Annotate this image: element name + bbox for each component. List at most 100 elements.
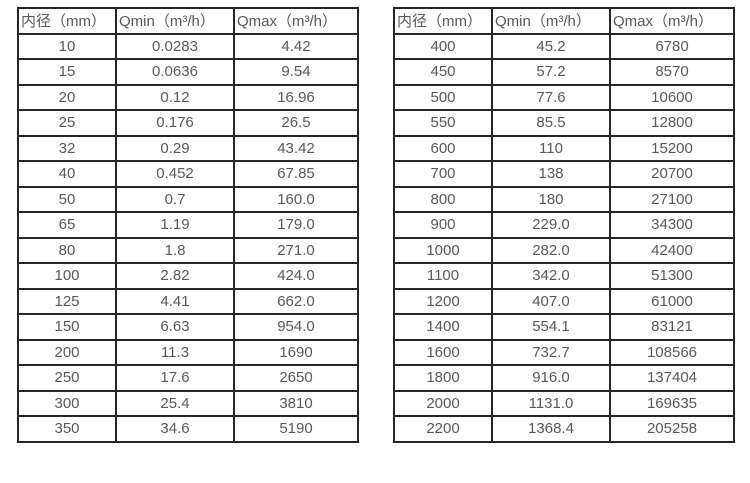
cell-qmax: 51300 bbox=[609, 262, 735, 290]
cell-qmax: 137404 bbox=[609, 364, 735, 392]
table-row: 2200 1368.4 205258 bbox=[393, 415, 735, 443]
header-row: 内径（mm） Qmin（m³/h） Qmax（m³/h） bbox=[393, 7, 735, 35]
cell-qmax: 15200 bbox=[609, 134, 735, 162]
cell-diameter: 700 bbox=[393, 160, 493, 188]
col-header-qmax: Qmax（m³/h） bbox=[609, 7, 735, 35]
col-header-qmin: Qmin（m³/h） bbox=[115, 7, 235, 35]
table-row: 700 138 20700 bbox=[393, 160, 735, 188]
table-row: 40 0.452 67.85 bbox=[17, 160, 359, 188]
cell-qmin: 6.63 bbox=[115, 313, 235, 341]
cell-qmin: 407.0 bbox=[491, 287, 611, 315]
cell-qmax: 4.42 bbox=[233, 32, 359, 60]
cell-qmin: 25.4 bbox=[115, 389, 235, 417]
cell-diameter: 32 bbox=[17, 134, 117, 162]
cell-diameter: 350 bbox=[17, 415, 117, 443]
cell-qmin: 77.6 bbox=[491, 83, 611, 111]
col-header-qmax: Qmax（m³/h） bbox=[233, 7, 359, 35]
cell-qmax: 67.85 bbox=[233, 160, 359, 188]
cell-qmax: 61000 bbox=[609, 287, 735, 315]
cell-diameter: 15 bbox=[17, 58, 117, 86]
cell-diameter: 450 bbox=[393, 58, 493, 86]
table-row: 500 77.6 10600 bbox=[393, 83, 735, 111]
cell-diameter: 1400 bbox=[393, 313, 493, 341]
col-header-diameter: 内径（mm） bbox=[393, 7, 493, 35]
table-row: 125 4.41 662.0 bbox=[17, 287, 359, 315]
cell-qmin: 1368.4 bbox=[491, 415, 611, 443]
cell-qmin: 0.176 bbox=[115, 109, 235, 137]
cell-diameter: 900 bbox=[393, 211, 493, 239]
table-body: 400 45.2 6780 450 57.2 8570 500 77.6 10600 550 85.… bbox=[393, 32, 735, 443]
cell-qmin: 45.2 bbox=[491, 32, 611, 60]
cell-qmin: 0.0283 bbox=[115, 32, 235, 60]
cell-qmax: 9.54 bbox=[233, 58, 359, 86]
table-row: 1800 916.0 137404 bbox=[393, 364, 735, 392]
table-row: 10 0.0283 4.42 bbox=[17, 32, 359, 60]
cell-diameter: 20 bbox=[17, 83, 117, 111]
cell-diameter: 800 bbox=[393, 185, 493, 213]
cell-qmin: 732.7 bbox=[491, 338, 611, 366]
table-row: 150 6.63 954.0 bbox=[17, 313, 359, 341]
cell-diameter: 1600 bbox=[393, 338, 493, 366]
cell-qmax: 42400 bbox=[609, 236, 735, 264]
cell-qmax: 205258 bbox=[609, 415, 735, 443]
cell-diameter: 550 bbox=[393, 109, 493, 137]
table-row: 65 1.19 179.0 bbox=[17, 211, 359, 239]
cell-qmax: 8570 bbox=[609, 58, 735, 86]
cell-diameter: 1200 bbox=[393, 287, 493, 315]
cell-qmin: 0.12 bbox=[115, 83, 235, 111]
col-header-qmin: Qmin（m³/h） bbox=[491, 7, 611, 35]
cell-qmax: 43.42 bbox=[233, 134, 359, 162]
table-row: 600 110 15200 bbox=[393, 134, 735, 162]
table-row: 800 180 27100 bbox=[393, 185, 735, 213]
cell-qmin: 57.2 bbox=[491, 58, 611, 86]
cell-diameter: 2200 bbox=[393, 415, 493, 443]
cell-qmin: 34.6 bbox=[115, 415, 235, 443]
cell-qmax: 20700 bbox=[609, 160, 735, 188]
header-row: 内径（mm） Qmin（m³/h） Qmax（m³/h） bbox=[17, 7, 359, 35]
cell-diameter: 400 bbox=[393, 32, 493, 60]
cell-diameter: 250 bbox=[17, 364, 117, 392]
cell-qmax: 26.5 bbox=[233, 109, 359, 137]
cell-qmin: 1131.0 bbox=[491, 389, 611, 417]
cell-qmax: 954.0 bbox=[233, 313, 359, 341]
cell-qmax: 10600 bbox=[609, 83, 735, 111]
cell-diameter: 300 bbox=[17, 389, 117, 417]
cell-diameter: 65 bbox=[17, 211, 117, 239]
table-row: 550 85.5 12800 bbox=[393, 109, 735, 137]
cell-diameter: 125 bbox=[17, 287, 117, 315]
flow-spec-tables: 内径（mm） Qmin（m³/h） Qmax（m³/h） 10 0.0283 4.4… bbox=[17, 7, 735, 443]
cell-qmax: 179.0 bbox=[233, 211, 359, 239]
table-row: 900 229.0 34300 bbox=[393, 211, 735, 239]
table-row: 350 34.6 5190 bbox=[17, 415, 359, 443]
cell-qmax: 12800 bbox=[609, 109, 735, 137]
cell-diameter: 2000 bbox=[393, 389, 493, 417]
cell-qmin: 110 bbox=[491, 134, 611, 162]
cell-qmin: 342.0 bbox=[491, 262, 611, 290]
cell-qmin: 85.5 bbox=[491, 109, 611, 137]
cell-qmax: 2650 bbox=[233, 364, 359, 392]
table-row: 400 45.2 6780 bbox=[393, 32, 735, 60]
cell-qmin: 1.8 bbox=[115, 236, 235, 264]
cell-qmax: 27100 bbox=[609, 185, 735, 213]
table-row: 1000 282.0 42400 bbox=[393, 236, 735, 264]
table-row: 200 11.3 1690 bbox=[17, 338, 359, 366]
cell-qmin: 229.0 bbox=[491, 211, 611, 239]
cell-qmax: 6780 bbox=[609, 32, 735, 60]
cell-qmin: 0.0636 bbox=[115, 58, 235, 86]
flow-table-small-diameters: 内径（mm） Qmin（m³/h） Qmax（m³/h） 10 0.0283 4.4… bbox=[17, 7, 359, 443]
cell-qmin: 11.3 bbox=[115, 338, 235, 366]
cell-qmin: 138 bbox=[491, 160, 611, 188]
cell-qmax: 169635 bbox=[609, 389, 735, 417]
table-row: 1600 732.7 108566 bbox=[393, 338, 735, 366]
cell-diameter: 10 bbox=[17, 32, 117, 60]
cell-diameter: 1000 bbox=[393, 236, 493, 264]
cell-qmax: 3810 bbox=[233, 389, 359, 417]
cell-qmin: 2.82 bbox=[115, 262, 235, 290]
table-row: 32 0.29 43.42 bbox=[17, 134, 359, 162]
table-row: 15 0.0636 9.54 bbox=[17, 58, 359, 86]
cell-diameter: 25 bbox=[17, 109, 117, 137]
cell-qmin: 916.0 bbox=[491, 364, 611, 392]
cell-qmax: 83121 bbox=[609, 313, 735, 341]
table-row: 50 0.7 160.0 bbox=[17, 185, 359, 213]
table-row: 1200 407.0 61000 bbox=[393, 287, 735, 315]
